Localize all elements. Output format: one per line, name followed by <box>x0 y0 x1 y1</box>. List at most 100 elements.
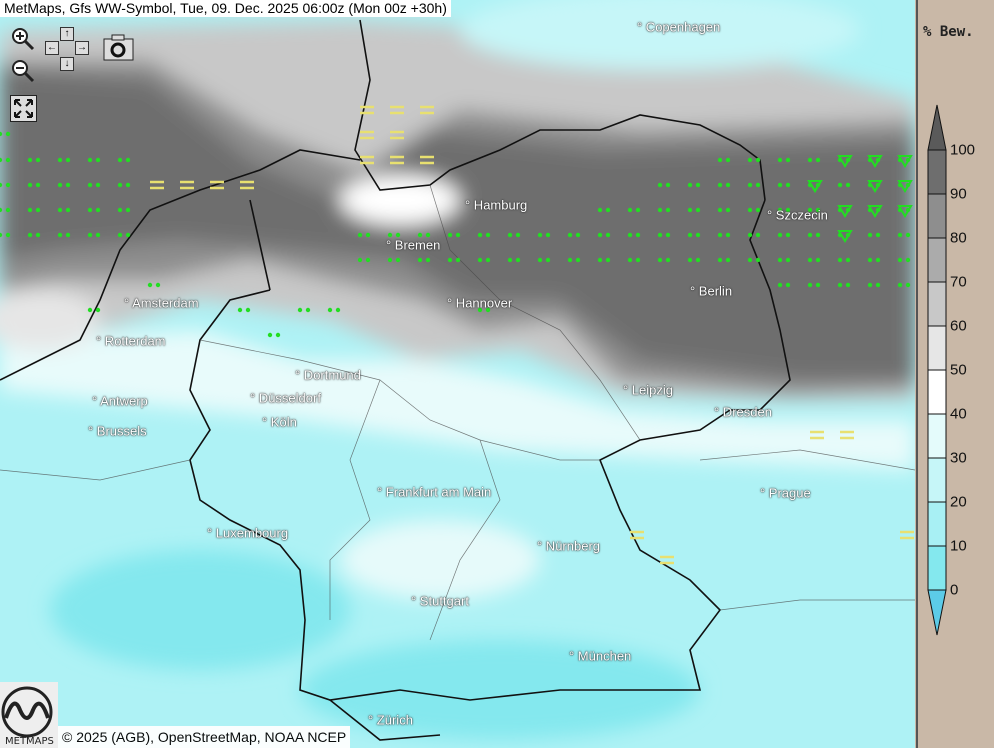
zoom-in-button[interactable] <box>10 26 36 52</box>
fog-symbol <box>630 530 644 540</box>
legend-tick-label: 20 <box>950 493 967 511</box>
drizzle-symbol <box>0 182 3 188</box>
drizzle-symbol <box>387 232 393 238</box>
drizzle-symbol <box>695 257 701 263</box>
drizzle-symbol <box>0 207 3 213</box>
drizzle-symbol <box>777 157 783 163</box>
drizzle-symbol <box>695 207 701 213</box>
drizzle-symbol <box>0 157 3 163</box>
drizzle-symbol <box>755 257 761 263</box>
pan-right-button[interactable]: → <box>75 41 89 55</box>
drizzle-symbol <box>567 257 573 263</box>
drizzle-symbol <box>807 282 813 288</box>
drizzle-symbol <box>545 232 551 238</box>
drizzle-symbol <box>725 182 731 188</box>
drizzle-symbol <box>717 182 723 188</box>
drizzle-symbol <box>875 232 881 238</box>
drizzle-symbol <box>575 232 581 238</box>
drizzle-symbol <box>897 232 903 238</box>
drizzle-symbol <box>27 157 33 163</box>
drizzle-symbol <box>635 257 641 263</box>
drizzle-symbol <box>785 207 791 213</box>
legend-tick-label: 80 <box>950 229 967 247</box>
drizzle-symbol <box>657 182 663 188</box>
city-label: ° Antwerp <box>92 393 148 409</box>
drizzle-symbol <box>507 232 513 238</box>
city-label: ° Dresden <box>714 404 772 420</box>
drizzle-symbol <box>627 232 633 238</box>
drizzle-symbol <box>447 232 453 238</box>
drizzle-symbol <box>597 207 603 213</box>
drizzle-symbol <box>57 157 63 163</box>
drizzle-symbol <box>95 182 101 188</box>
city-label: ° München <box>569 648 632 664</box>
drizzle-symbol <box>357 257 363 263</box>
drizzle-symbol <box>815 157 821 163</box>
city-label: ° Hannover <box>447 295 513 311</box>
drizzle-symbol <box>485 307 491 313</box>
screenshot-button[interactable] <box>103 34 134 61</box>
colorbar-segment <box>927 457 947 503</box>
drizzle-symbol <box>785 182 791 188</box>
drizzle-symbol <box>425 232 431 238</box>
drizzle-symbol <box>687 232 693 238</box>
drizzle-symbol <box>5 131 11 137</box>
drizzle-symbol <box>807 257 813 263</box>
pan-down-button[interactable]: ↓ <box>60 57 74 71</box>
zoom-out-button[interactable] <box>10 58 36 84</box>
drizzle-symbol <box>87 307 93 313</box>
drizzle-symbol <box>417 232 423 238</box>
drizzle-symbol <box>5 207 11 213</box>
drizzle-symbol <box>507 257 513 263</box>
city-label: ° Frankfurt am Main <box>377 484 492 500</box>
drizzle-symbol <box>605 257 611 263</box>
colorbar-segment <box>927 325 947 371</box>
drizzle-symbol <box>657 232 663 238</box>
city-label: ° Zürich <box>368 712 413 728</box>
drizzle-symbol <box>815 257 821 263</box>
drizzle-symbol <box>605 207 611 213</box>
colorbar-segment <box>927 413 947 459</box>
drizzle-symbol <box>545 257 551 263</box>
drizzle-symbol <box>245 307 251 313</box>
color-legend: % Bew. 100 90 80 70 60 50 40 30 20 10 0 <box>916 0 994 748</box>
drizzle-symbol <box>665 257 671 263</box>
drizzle-symbol <box>117 207 123 213</box>
legend-tick-label: 0 <box>950 581 959 599</box>
drizzle-symbol <box>785 157 791 163</box>
drizzle-symbol <box>95 232 101 238</box>
drizzle-symbol <box>477 257 483 263</box>
pan-control: ↑ ← → ↓ <box>45 27 90 72</box>
drizzle-symbol <box>155 282 161 288</box>
drizzle-symbol <box>27 232 33 238</box>
drizzle-symbol <box>597 232 603 238</box>
drizzle-symbol <box>635 207 641 213</box>
pan-up-button[interactable]: ↑ <box>60 27 74 41</box>
fog-symbol <box>810 430 824 440</box>
drizzle-symbol <box>425 257 431 263</box>
fog-symbol <box>900 530 914 540</box>
drizzle-symbol <box>807 232 813 238</box>
drizzle-symbol <box>87 182 93 188</box>
drizzle-symbol <box>387 257 393 263</box>
drizzle-symbol <box>807 157 813 163</box>
drizzle-symbol <box>725 232 731 238</box>
city-label: ° Dortmund <box>295 367 361 383</box>
drizzle-symbol <box>357 232 363 238</box>
weather-map[interactable]: MetMaps, Gfs WW-Symbol, Tue, 09. Dec. 20… <box>0 0 915 748</box>
pan-left-button[interactable]: ← <box>45 41 59 55</box>
drizzle-symbol <box>365 257 371 263</box>
drizzle-symbol <box>87 157 93 163</box>
drizzle-symbol <box>657 257 663 263</box>
legend-tick-label: 40 <box>950 405 967 423</box>
drizzle-symbol <box>717 207 723 213</box>
drizzle-symbol <box>717 257 723 263</box>
fog-symbol <box>360 130 374 140</box>
drizzle-symbol <box>785 257 791 263</box>
city-label: ° Amsterdam <box>124 295 199 311</box>
drizzle-symbol <box>755 182 761 188</box>
drizzle-symbol <box>125 182 131 188</box>
fullscreen-button[interactable] <box>10 95 37 122</box>
drizzle-symbol <box>665 232 671 238</box>
drizzle-symbol <box>867 282 873 288</box>
